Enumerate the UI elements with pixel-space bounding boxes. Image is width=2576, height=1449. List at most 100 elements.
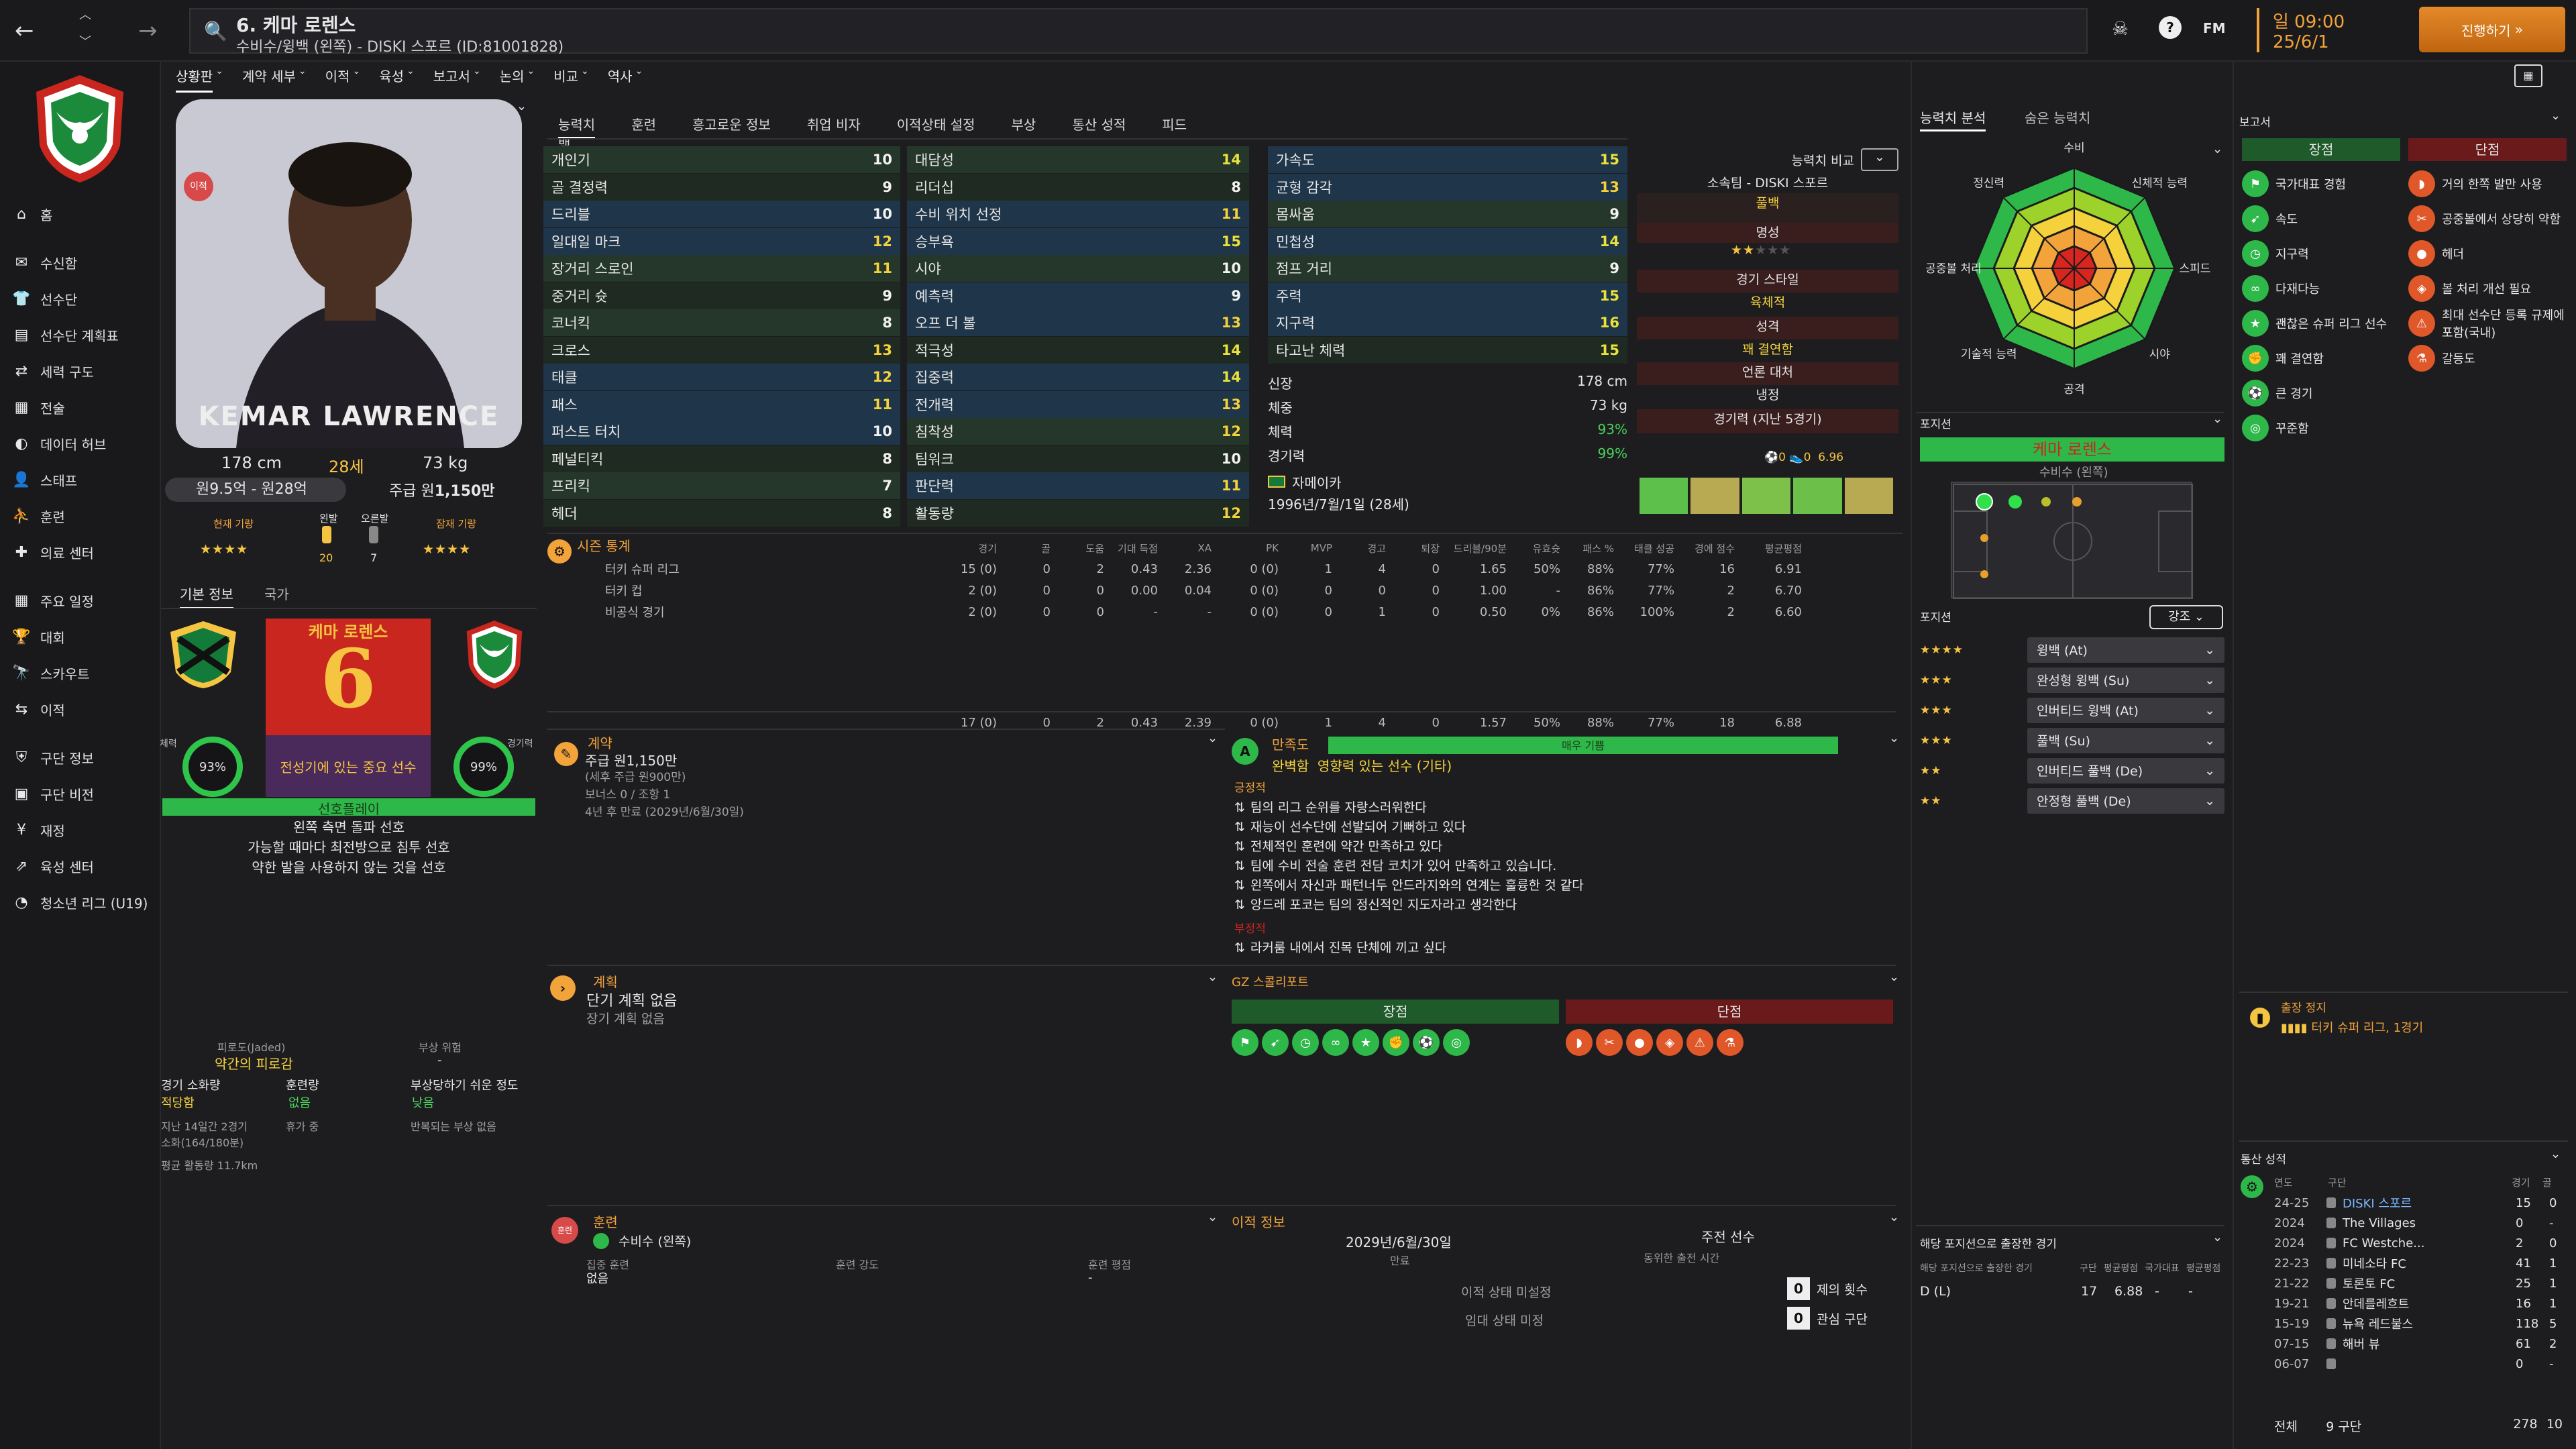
- stats-title[interactable]: 시즌 통계: [577, 538, 631, 554]
- position-chevron-icon[interactable]: ⌄: [2212, 412, 2223, 426]
- attribute-tab[interactable]: 통산 성적: [1072, 117, 1126, 133]
- attribute-row[interactable]: 승부욕 15: [907, 227, 1249, 255]
- role-row[interactable]: ★★★ 인버티드 윙백 (At) ⌄: [1920, 695, 2224, 725]
- plans-title[interactable]: 계획: [593, 974, 618, 990]
- attribute-row[interactable]: 태클 12: [543, 364, 900, 390]
- attribute-row[interactable]: 리더십 8: [907, 173, 1249, 201]
- down-chevron-icon[interactable]: ﹀: [79, 35, 91, 49]
- career-row[interactable]: 06-07 0 -: [2274, 1354, 2563, 1374]
- role-dropdown[interactable]: 윙백 (At) ⌄: [2027, 637, 2224, 663]
- attribute-row[interactable]: 오프 더 볼 13: [907, 309, 1249, 336]
- happiness-chevron-icon[interactable]: ⌄: [1889, 731, 1900, 745]
- attribute-row[interactable]: 크로스 13: [543, 336, 900, 364]
- subtab[interactable]: 계약 세부: [241, 68, 296, 85]
- attribute-row[interactable]: 패스 11: [543, 390, 900, 418]
- gz-title[interactable]: GZ 스콜리포트: [1232, 975, 1309, 989]
- attribute-row[interactable]: 예측력 9: [907, 282, 1249, 309]
- forward-icon[interactable]: →: [138, 17, 158, 44]
- tab-nation[interactable]: 국가: [264, 586, 289, 602]
- nav-item[interactable]: ⇆ 이적: [0, 691, 160, 727]
- attribute-row[interactable]: 주력 15: [1268, 282, 1627, 309]
- attribute-row[interactable]: 몸싸움 9: [1268, 201, 1627, 227]
- role-dropdown[interactable]: 안정형 풀백 (De) ⌄: [2027, 788, 2224, 814]
- reports-chevron-icon[interactable]: ⌄: [2551, 109, 2561, 123]
- apps-chevron-icon[interactable]: ⌄: [2212, 1230, 2223, 1244]
- attribute-row[interactable]: 시야 10: [907, 255, 1249, 282]
- tab-attribute-analysis[interactable]: 능력치 분석: [1920, 107, 1986, 131]
- contract-chevron-icon[interactable]: ⌄: [1208, 731, 1218, 745]
- career-row[interactable]: 19-21 안데를레흐트 16 1: [2274, 1293, 2563, 1313]
- attribute-row[interactable]: 타고난 체력 15: [1268, 336, 1627, 364]
- transfer-title[interactable]: 이적 정보: [1232, 1214, 1285, 1230]
- nav-item[interactable]: ⛹ 훈련: [0, 498, 160, 534]
- nav-item[interactable]: 👕 선수단: [0, 280, 160, 317]
- career-row[interactable]: 21-22 토론토 FC 25 1: [2274, 1273, 2563, 1293]
- career-row[interactable]: 15-19 뉴욕 레드불스 118 5: [2274, 1313, 2563, 1334]
- role-row[interactable]: ★★ 안정형 풀백 (De) ⌄: [1920, 786, 2224, 816]
- attribute-row[interactable]: 코너킥 8: [543, 309, 900, 336]
- attribute-row[interactable]: 적극성 14: [907, 336, 1249, 364]
- nav-item[interactable]: 🏆 대회: [0, 619, 160, 655]
- attribute-row[interactable]: 드리블 10: [543, 201, 900, 227]
- fm-logo-icon[interactable]: FM: [2203, 20, 2226, 36]
- nav-item[interactable]: ◔ 청소년 리그 (U19): [0, 884, 160, 920]
- stats-row[interactable]: 비공식 경기 2 (0) 0 0 - - 0 (0) 0 1 0 0.50 0% 86% 100% 2 6.6…: [547, 601, 1896, 623]
- attribute-tab[interactable]: 이적상태 설정: [896, 117, 975, 133]
- subtab[interactable]: 상황판: [176, 66, 213, 93]
- role-row[interactable]: ★★★ 완성형 윙백 (Su) ⌄: [1920, 665, 2224, 695]
- training-title[interactable]: 훈련: [593, 1214, 618, 1230]
- role-dropdown[interactable]: 풀백 (Su) ⌄: [2027, 727, 2224, 753]
- up-chevron-icon[interactable]: ︿: [79, 8, 91, 22]
- attribute-row[interactable]: 중거리 슛 9: [543, 282, 900, 309]
- attribute-row[interactable]: 헤더 8: [543, 499, 900, 527]
- nav-item[interactable]: ▦ 전술: [0, 389, 160, 425]
- nav-item[interactable]: 👤 스태프: [0, 462, 160, 498]
- career-row[interactable]: 24-25 DISKI 스포르 15 0: [2274, 1193, 2563, 1213]
- attribute-tab[interactable]: 취업 비자: [806, 117, 861, 133]
- career-row[interactable]: 22-23 미네소타 FC 41 1: [2274, 1253, 2563, 1273]
- plans-chevron-icon[interactable]: ⌄: [1208, 970, 1218, 984]
- contract-title[interactable]: 계약: [588, 735, 612, 751]
- emphasis-dropdown[interactable]: 강조 ⌄: [2149, 605, 2223, 629]
- back-icon[interactable]: ←: [15, 17, 34, 44]
- stats-row[interactable]: 터키 컵 2 (0) 0 0 0.00 0.04 0 (0) 0 0 0 1.00 - 86% 77% 2 6…: [547, 580, 1896, 601]
- attribute-row[interactable]: 퍼스트 터치 10: [543, 418, 900, 445]
- nav-item[interactable]: ✉ 수신함: [0, 244, 160, 280]
- attribute-row[interactable]: 수비 위치 선정 11: [907, 201, 1249, 227]
- layout-toggle-icon[interactable]: ▦: [2514, 64, 2542, 87]
- attribute-row[interactable]: 개인기 10: [543, 146, 900, 173]
- nav-item[interactable]: ▦ 주요 일정: [0, 582, 160, 619]
- subtab[interactable]: 비교: [553, 68, 579, 85]
- attribute-tab[interactable]: 능력치: [558, 117, 596, 139]
- attribute-row[interactable]: 골 결정력 9: [543, 173, 900, 201]
- attribute-row[interactable]: 대담성 14: [907, 146, 1249, 173]
- club-logo[interactable]: [0, 62, 160, 196]
- attribute-tab[interactable]: 흥고로운 정보: [692, 117, 771, 133]
- stats-row[interactable]: 터키 슈퍼 리그 15 (0) 0 2 0.43 2.36 0 (0) 1 4 0 1.65 50% 8…: [547, 558, 1896, 580]
- nav-item[interactable]: ▣ 구단 비전: [0, 775, 160, 812]
- help-icon[interactable]: ?: [2159, 16, 2182, 39]
- transfer-chevron-icon[interactable]: ⌄: [1889, 1210, 1900, 1224]
- nav-item[interactable]: ⛨ 구단 정보: [0, 739, 160, 775]
- subtab[interactable]: 육성: [379, 68, 404, 85]
- attribute-row[interactable]: 점프 거리 9: [1268, 255, 1627, 282]
- career-row[interactable]: 2024 FC Westche... 2 0: [2274, 1233, 2563, 1253]
- gz-chevron-icon[interactable]: ⌄: [1889, 970, 1900, 984]
- subtab[interactable]: 이적: [325, 68, 350, 85]
- career-row[interactable]: 07-15 해버 뷰 61 2: [2274, 1334, 2563, 1354]
- role-row[interactable]: ★★★ 풀백 (Su) ⌄: [1920, 725, 2224, 755]
- attribute-row[interactable]: 지구력 16: [1268, 309, 1627, 336]
- attribute-row[interactable]: 장거리 스로인 11: [543, 255, 900, 282]
- attribute-row[interactable]: 페널티킥 8: [543, 445, 900, 472]
- attribute-row[interactable]: 활동량 12: [907, 499, 1249, 527]
- role-dropdown[interactable]: 완성형 윙백 (Su) ⌄: [2027, 667, 2224, 693]
- role-row[interactable]: ★★★★ 윙백 (At) ⌄: [1920, 635, 2224, 665]
- subtab[interactable]: 역사: [607, 68, 633, 85]
- attribute-row[interactable]: 일대일 마크 12: [543, 227, 900, 255]
- attribute-row[interactable]: 판단력 11: [907, 472, 1249, 499]
- attribute-row[interactable]: 침착성 12: [907, 418, 1249, 445]
- nav-item[interactable]: ⌂ 홈: [0, 196, 160, 232]
- collapse-chevron-icon[interactable]: ⌄: [517, 99, 527, 113]
- tab-basic-info[interactable]: 기본 정보: [180, 584, 233, 609]
- attribute-row[interactable]: 가속도 15: [1268, 146, 1627, 173]
